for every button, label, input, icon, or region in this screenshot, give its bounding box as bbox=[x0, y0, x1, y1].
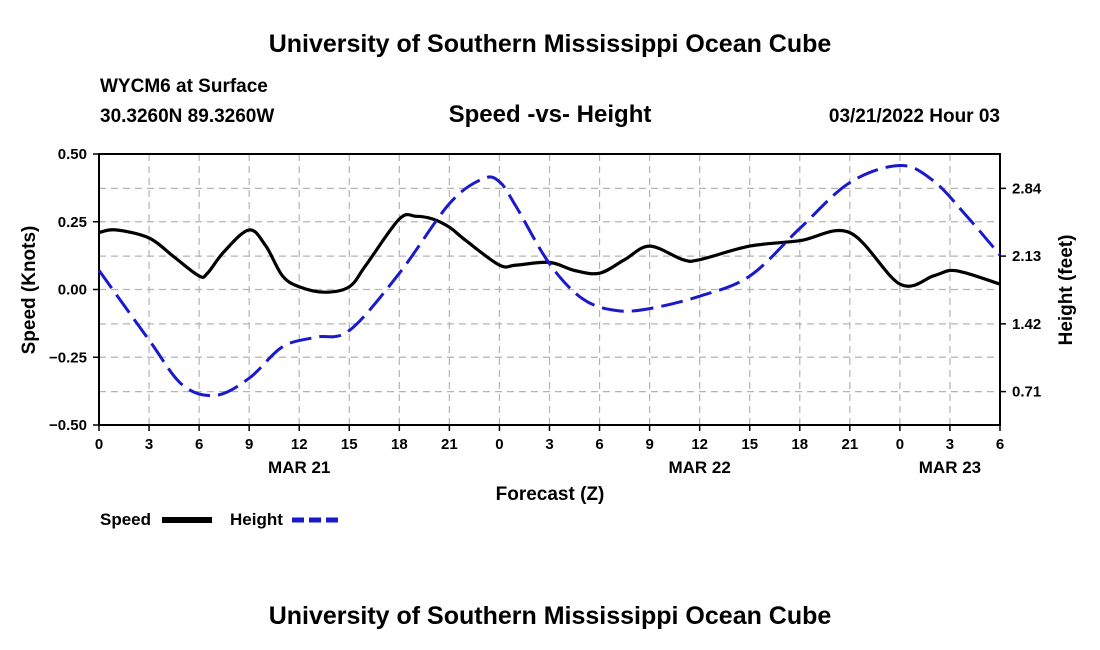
x-tick-label: 15 bbox=[341, 436, 358, 453]
x-tick-label: 18 bbox=[791, 436, 808, 453]
x-tick-label: 0 bbox=[95, 436, 103, 453]
y2-axis-title: Height (feet) bbox=[1056, 235, 1077, 346]
x-tick-label: 6 bbox=[595, 436, 603, 453]
x-tick-label: 9 bbox=[245, 436, 253, 453]
grid-lines bbox=[99, 154, 1000, 425]
x-axis-title: Forecast (Z) bbox=[496, 484, 605, 505]
x-tick-label: 9 bbox=[645, 436, 653, 453]
y-axis-title: Speed (Knots) bbox=[19, 226, 40, 355]
date-label: MAR 23 bbox=[919, 458, 981, 477]
footer-title: University of Southern Mississippi Ocean… bbox=[268, 602, 832, 630]
y2-tick-label: 2.13 bbox=[1012, 248, 1041, 265]
legend-speed-label: Speed bbox=[100, 510, 151, 529]
y-tick-label: 0.25 bbox=[58, 214, 87, 231]
y-tick-label: −0.25 bbox=[49, 349, 87, 366]
x-tick-label: 6 bbox=[996, 436, 1004, 453]
station-coords: 30.3260N 89.3260W bbox=[100, 106, 275, 127]
y2-tick-label: 0.71 bbox=[1012, 384, 1041, 401]
x-tick-label: 3 bbox=[946, 436, 954, 453]
forecast-date: 03/21/2022 Hour 03 bbox=[828, 106, 1000, 127]
x-tick-label: 21 bbox=[441, 436, 458, 453]
date-label: MAR 22 bbox=[668, 458, 730, 477]
speed-series-line bbox=[98, 212, 1001, 294]
x-tick-label: 0 bbox=[896, 436, 904, 453]
y2-tick-label: 1.42 bbox=[1012, 316, 1041, 333]
y-tick-label: 0.50 bbox=[58, 146, 87, 163]
x-tick-label: 15 bbox=[741, 436, 758, 453]
series-group bbox=[97, 163, 1002, 398]
axis-ticks bbox=[93, 153, 1006, 431]
x-tick-label: 0 bbox=[495, 436, 503, 453]
station-label: WYCM6 at Surface bbox=[100, 76, 268, 97]
y-tick-label: 0.00 bbox=[58, 282, 87, 299]
x-tick-label: 12 bbox=[291, 436, 308, 453]
y2-tick-label: 2.84 bbox=[1012, 180, 1042, 197]
x-tick-label: 6 bbox=[195, 436, 203, 453]
page-title: University of Southern Mississippi Ocean… bbox=[268, 30, 832, 58]
chart-subtitle: Speed -vs- Height bbox=[448, 101, 652, 128]
x-tick-label: 3 bbox=[545, 436, 553, 453]
date-label: MAR 21 bbox=[268, 458, 330, 477]
legend-height-label: Height bbox=[230, 510, 283, 529]
height-series-line bbox=[97, 163, 1002, 398]
axis-labels: 0 3 6 9 12 15 18 21 0 3 6 9 12 15 18 21 0 3 6 MAR 21 MAR 22 M… bbox=[49, 146, 1042, 477]
x-tick-label: 3 bbox=[145, 436, 153, 453]
y-tick-label: −0.50 bbox=[49, 417, 87, 434]
x-tick-label: 21 bbox=[841, 436, 858, 453]
x-tick-label: 12 bbox=[691, 436, 708, 453]
x-tick-label: 18 bbox=[391, 436, 408, 453]
legend: Speed Height bbox=[100, 510, 342, 529]
